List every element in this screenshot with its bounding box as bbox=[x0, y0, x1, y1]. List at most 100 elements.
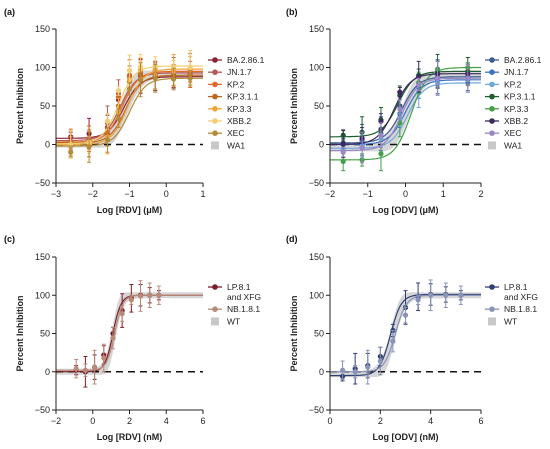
data-point bbox=[104, 118, 111, 124]
x-tick-label: 6 bbox=[478, 416, 483, 426]
data-point bbox=[115, 88, 122, 94]
legend-item: KP.2 bbox=[208, 79, 245, 89]
legend-item: XBB.2 bbox=[208, 116, 251, 126]
fit-curve bbox=[330, 76, 481, 144]
legend-item: KP.3.1.1 bbox=[208, 92, 259, 102]
x-axis-title: Log [ODV] (μM) bbox=[373, 205, 439, 215]
data-point bbox=[73, 366, 79, 372]
legend-marker bbox=[212, 118, 218, 124]
legend-item: KP.3.1.1 bbox=[485, 92, 536, 102]
fit-curve bbox=[330, 77, 481, 152]
x-tick-label: −3 bbox=[51, 189, 61, 199]
y-tick-label: 50 bbox=[40, 329, 50, 339]
x-axis-title: Log [ODV] (nM) bbox=[373, 432, 439, 442]
data-point bbox=[82, 367, 88, 373]
y-tick-label: 0 bbox=[319, 140, 324, 150]
panel-label: (b) bbox=[286, 7, 298, 17]
x-tick-label: 1 bbox=[441, 189, 446, 199]
data-point bbox=[359, 144, 365, 151]
x-tick-label: −1 bbox=[124, 189, 134, 199]
data-point bbox=[339, 367, 346, 373]
y-axis-title: Percent Inhibition bbox=[289, 295, 299, 371]
legend-label: KP.3.1.1 bbox=[504, 92, 536, 102]
legend-label: NB.1.8.1 bbox=[504, 304, 537, 314]
legend-label: KP.3.3 bbox=[504, 104, 529, 114]
x-tick-label: 2 bbox=[127, 416, 132, 426]
legend-marker bbox=[489, 93, 495, 100]
y-tick-label: 0 bbox=[45, 140, 50, 150]
legend-label: XEC bbox=[504, 128, 521, 138]
legend-item: XEC bbox=[208, 128, 244, 138]
data-point bbox=[390, 338, 396, 344]
y-axis-title: Percent Inhibition bbox=[289, 68, 299, 144]
legend-label: KP.2 bbox=[227, 79, 245, 89]
data-point bbox=[171, 76, 177, 82]
data-point bbox=[128, 297, 134, 303]
data-point bbox=[115, 115, 122, 121]
data-point bbox=[340, 158, 346, 165]
data-point bbox=[458, 292, 464, 298]
chart-panel-2: (c) −50 0 50 100 150 −2 0 2 4 6 Log [RDV] (nM) Perce… bbox=[4, 234, 261, 442]
data-point bbox=[378, 151, 384, 157]
fit-curve bbox=[330, 294, 481, 373]
fit-curve bbox=[56, 76, 203, 139]
y-tick-label: 0 bbox=[45, 367, 50, 377]
y-tick-label: −50 bbox=[35, 405, 50, 415]
legend-item: LP.8.1 and XFG bbox=[485, 282, 538, 302]
data-point bbox=[86, 144, 92, 150]
legend-item: NB.1.8.1 bbox=[485, 304, 537, 314]
legend-marker bbox=[489, 306, 495, 313]
data-point bbox=[397, 89, 403, 95]
legend-item: XEC bbox=[485, 128, 521, 138]
y-tick-label: 50 bbox=[314, 101, 324, 111]
data-point bbox=[402, 312, 409, 318]
legend-item: JN.1.7 bbox=[208, 67, 252, 77]
data-point bbox=[187, 64, 193, 71]
data-point bbox=[465, 75, 471, 81]
legend-marker bbox=[212, 81, 218, 88]
legend-label: LP.8.1 and XFG bbox=[227, 282, 261, 302]
data-point bbox=[377, 358, 383, 364]
data-point bbox=[91, 364, 98, 370]
legend-item: JN.1.7 bbox=[485, 67, 529, 77]
legend-swatch bbox=[488, 141, 496, 150]
y-tick-label: 100 bbox=[309, 290, 324, 300]
data-point bbox=[147, 292, 153, 298]
y-tick-label: 50 bbox=[314, 329, 324, 339]
fit-curve bbox=[56, 68, 203, 146]
x-tick-label: −2 bbox=[51, 416, 61, 426]
data-point bbox=[101, 355, 107, 361]
fit-curve bbox=[330, 70, 481, 138]
legend-label: WA1 bbox=[504, 140, 522, 150]
data-point bbox=[126, 86, 133, 92]
fit-curve bbox=[56, 294, 203, 371]
data-point bbox=[416, 81, 422, 88]
x-tick-label: 0 bbox=[327, 416, 332, 426]
x-tick-label: 2 bbox=[478, 189, 483, 199]
x-tick-label: 0 bbox=[403, 189, 408, 199]
panel-label: (d) bbox=[286, 234, 298, 244]
x-tick-label: 0 bbox=[90, 416, 95, 426]
legend-item: KP.2 bbox=[485, 79, 522, 89]
x-tick-label: −1 bbox=[363, 189, 373, 199]
data-point bbox=[365, 364, 371, 370]
legend-marker bbox=[212, 130, 218, 136]
fit-curve bbox=[56, 294, 203, 373]
legend-item: LP.8.1 and XFG bbox=[208, 282, 261, 302]
panel-label: (c) bbox=[4, 234, 15, 244]
panel-label: (a) bbox=[4, 7, 15, 17]
legend-item: WA1 bbox=[488, 140, 522, 150]
data-point bbox=[415, 297, 421, 303]
y-tick-label: 100 bbox=[35, 63, 50, 73]
data-point bbox=[378, 132, 384, 138]
legend-marker bbox=[489, 118, 495, 124]
legend-label: WA1 bbox=[227, 140, 245, 150]
y-tick-label: 150 bbox=[309, 24, 324, 34]
data-point bbox=[397, 106, 403, 112]
legend-label: BA.2.86.1 bbox=[227, 55, 265, 65]
y-tick-label: −50 bbox=[309, 405, 324, 415]
legend-swatch bbox=[211, 141, 219, 150]
legend-marker bbox=[212, 57, 218, 63]
legend-label: XEC bbox=[227, 128, 244, 138]
